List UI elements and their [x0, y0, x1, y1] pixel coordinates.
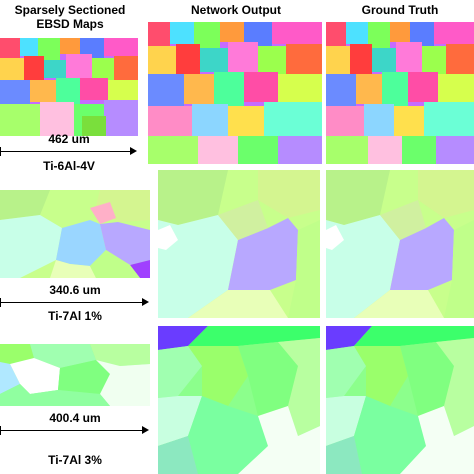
header-sparse-line2: EBSD Maps	[36, 17, 104, 31]
row3-network-grains	[158, 326, 320, 474]
row1-truth-grains	[326, 22, 474, 164]
row3-scale-bar	[0, 426, 150, 436]
row2-network-grains	[158, 170, 320, 318]
row1-ground-truth-map	[326, 22, 474, 164]
row3-ground-truth-map	[326, 326, 474, 474]
header-sparse-line1: Sparsely Sectioned	[14, 3, 126, 17]
header-ground-truth: Ground Truth	[361, 3, 439, 17]
row1-material-label: Ti-6Al-4V	[43, 159, 95, 173]
row2-ground-truth-map	[326, 170, 474, 318]
row2-scale-bar	[0, 298, 150, 308]
row1-sparse-map	[0, 38, 138, 136]
row1-scale-bar	[0, 147, 138, 157]
row3-sparse-grains	[0, 344, 150, 406]
row1-sparse-grains	[0, 38, 138, 136]
row1-scale-label: 462 um	[48, 132, 90, 146]
row2-material-label: Ti-7Al 1%	[48, 309, 102, 323]
row1-network-output-map	[148, 22, 322, 164]
row3-truth-grains	[326, 326, 474, 474]
row1-network-grains	[148, 22, 322, 164]
row3-scale-label: 400.4 um	[49, 411, 101, 425]
row2-sparse-grains	[0, 190, 150, 278]
row2-truth-grains	[326, 170, 474, 318]
row2-network-output-map	[158, 170, 320, 318]
row3-sparse-map	[0, 344, 150, 406]
row3-material-label: Ti-7Al 3%	[48, 453, 102, 467]
row3-network-output-map	[158, 326, 320, 474]
row2-scale-label: 340.6 um	[49, 283, 101, 297]
row2-sparse-map	[0, 190, 150, 278]
header-network-output: Network Output	[191, 3, 281, 17]
